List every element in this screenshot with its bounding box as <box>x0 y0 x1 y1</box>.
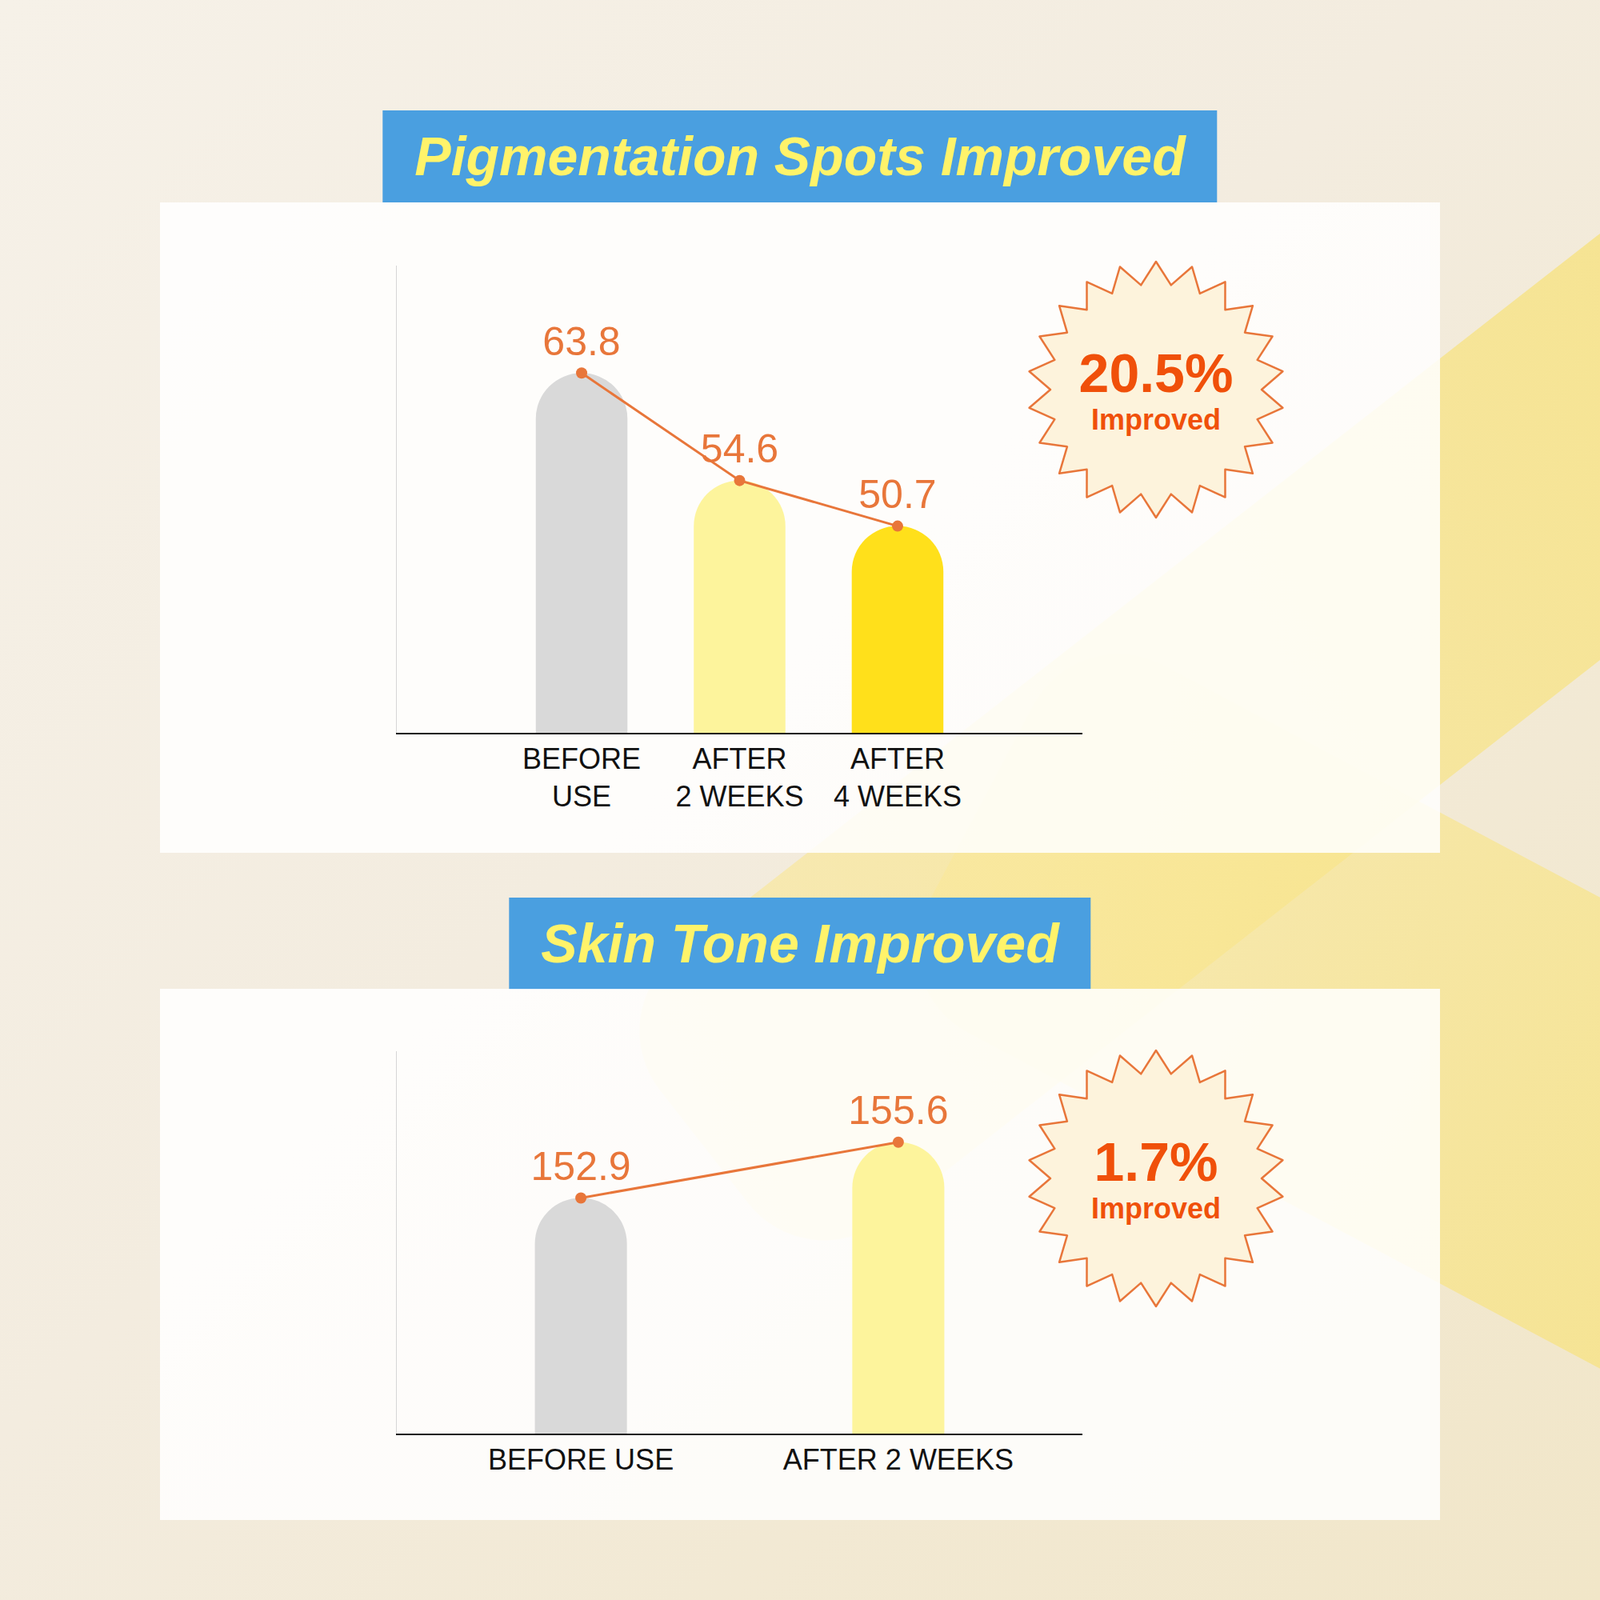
html-text:Improved: Improved <box>1091 403 1221 436</box>
svg-text:63.8: 63.8 <box>542 319 620 364</box>
svg-text:50.7: 50.7 <box>858 472 936 517</box>
svg-text:BEFORE USE: BEFORE USE <box>488 1443 674 1476</box>
html-text:Pigmentation Spots Improved: Pigmentation Spots Improved <box>414 125 1186 187</box>
html-text:Skin Tone Improved: Skin Tone Improved <box>541 912 1059 974</box>
svg-text:155.6: 155.6 <box>848 1088 948 1133</box>
html-text:20.5%: 20.5% <box>1078 342 1234 404</box>
html-text:Improved: Improved <box>1091 1192 1221 1225</box>
svg-text:152.9: 152.9 <box>531 1144 632 1189</box>
svg-text:AFTER2 WEEKS: AFTER2 WEEKS <box>675 742 804 813</box>
svg-text:AFTER 2 WEEKS: AFTER 2 WEEKS <box>783 1443 1014 1476</box>
html-text:1.7%: 1.7% <box>1094 1131 1218 1192</box>
svg-text:BEFOREUSE: BEFOREUSE <box>522 742 641 813</box>
svg-text:54.6: 54.6 <box>700 426 779 472</box>
svg-text:AFTER4 WEEKS: AFTER4 WEEKS <box>833 742 962 813</box>
